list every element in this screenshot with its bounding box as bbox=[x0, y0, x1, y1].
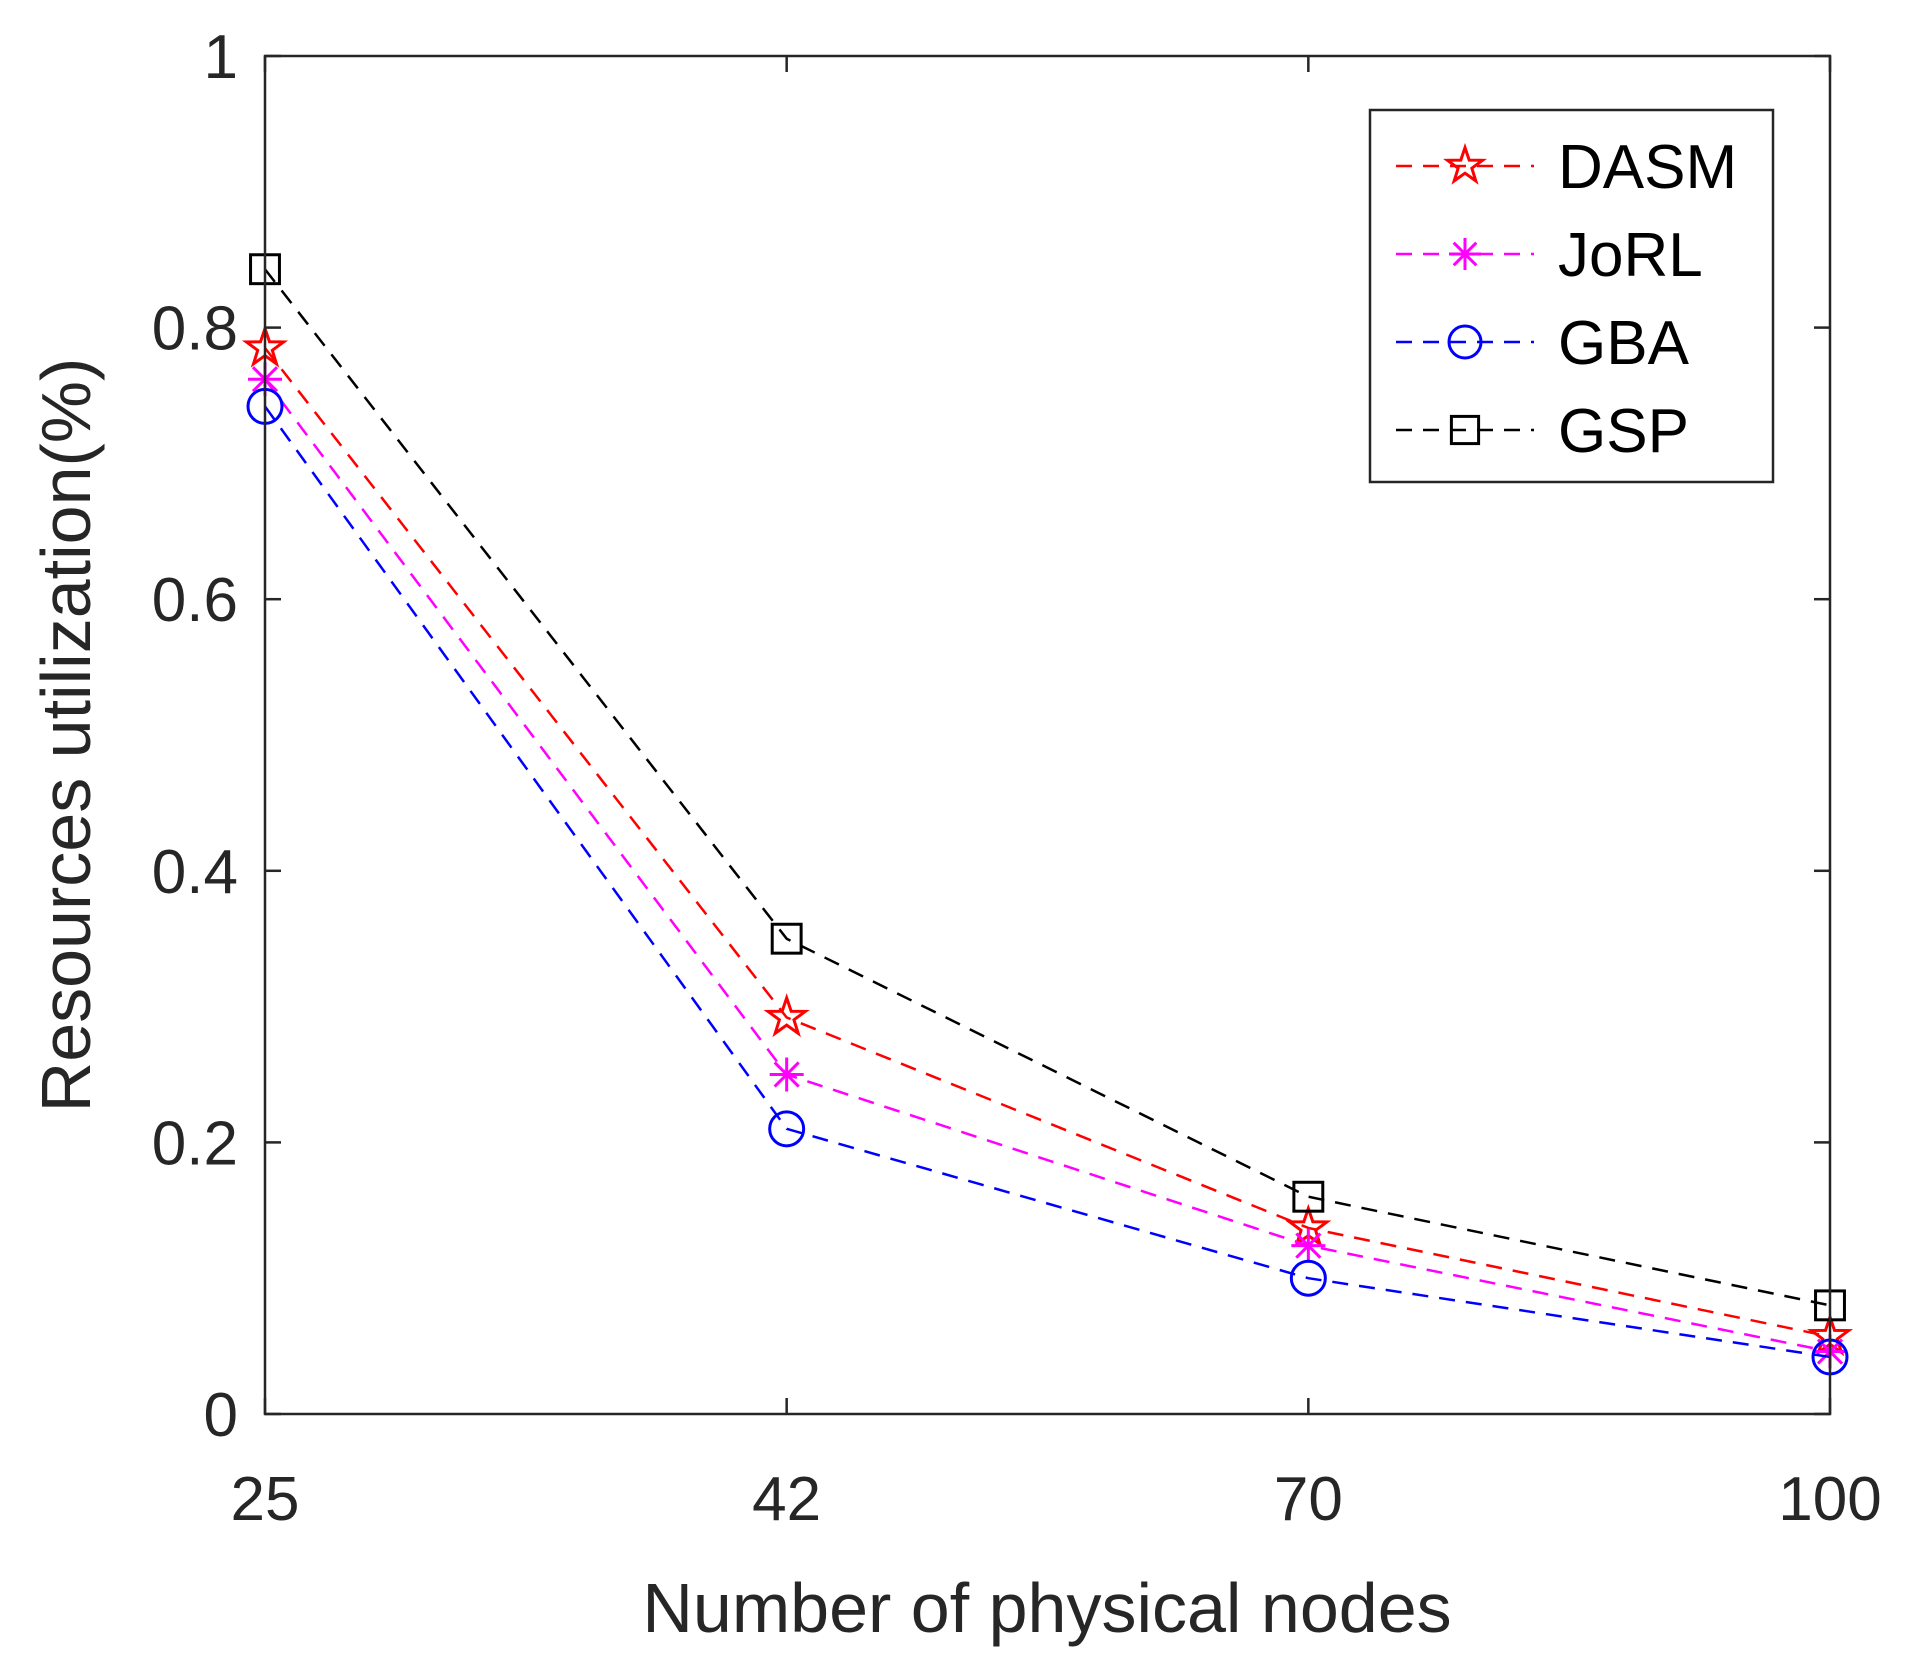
data-point-marker bbox=[770, 922, 803, 955]
data-point-marker bbox=[1291, 1228, 1326, 1263]
legend-label: DASM bbox=[1558, 133, 1737, 202]
y-tick-label: 0 bbox=[204, 1381, 238, 1450]
y-axis-title: Resources utilization(%) bbox=[27, 358, 105, 1113]
y-tick-label: 0.8 bbox=[152, 295, 238, 364]
legend-label: GBA bbox=[1558, 309, 1690, 378]
x-tick-label: 70 bbox=[1274, 1465, 1343, 1534]
data-point-marker bbox=[768, 1110, 806, 1148]
ticks-layer: 25 42 70 100 0 0.2 0.4 0.6 0.8 1 bbox=[152, 23, 1882, 1534]
series-line bbox=[263, 405, 1831, 1359]
legend-label: JoRL bbox=[1558, 221, 1703, 290]
legend-box bbox=[1368, 108, 1775, 484]
legend-entry-gsp: GSP bbox=[1396, 397, 1689, 466]
legend-entry-jorl: JoRL bbox=[1396, 221, 1703, 290]
y-tick-label: 1 bbox=[204, 23, 238, 92]
x-tick-label: 100 bbox=[1778, 1465, 1881, 1534]
data-point-marker bbox=[769, 1057, 804, 1092]
series-line bbox=[264, 378, 1831, 1353]
plot-frame bbox=[263, 54, 1832, 1416]
data-point-marker bbox=[1449, 414, 1481, 446]
x-tick-label: 25 bbox=[231, 1465, 300, 1534]
x-axis-title: Number of physical nodes bbox=[642, 1569, 1451, 1647]
x-tick-label: 42 bbox=[752, 1465, 821, 1534]
data-point-marker bbox=[1447, 324, 1483, 360]
y-tick-label: 0.2 bbox=[152, 1109, 238, 1178]
y-tick-label: 0.4 bbox=[152, 838, 238, 907]
data-point-marker bbox=[1289, 1259, 1327, 1297]
data-point-marker bbox=[1443, 142, 1487, 185]
series-line bbox=[264, 347, 1831, 1338]
legend-entry-gba: GBA bbox=[1396, 309, 1690, 378]
data-point-marker bbox=[1292, 1180, 1325, 1213]
data-point-marker bbox=[1449, 238, 1481, 270]
legend: DASM JoRL GBA GSP bbox=[1368, 108, 1775, 484]
y-tick-label: 0.6 bbox=[152, 566, 238, 635]
series-line bbox=[264, 268, 1831, 1307]
legend-label: GSP bbox=[1558, 397, 1689, 466]
data-point-marker bbox=[763, 993, 810, 1038]
legend-entry-dasm: DASM bbox=[1396, 133, 1737, 202]
series-gsp bbox=[249, 253, 1846, 1322]
